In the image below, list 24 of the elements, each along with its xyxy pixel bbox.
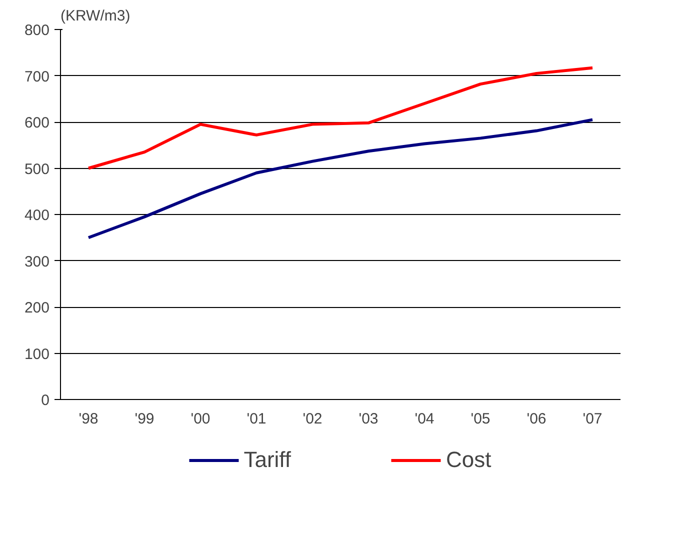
legend-label: Cost bbox=[446, 447, 492, 473]
x-tick-label: '00 bbox=[190, 410, 210, 428]
x-tick-label: '03 bbox=[358, 410, 378, 428]
y-axis-title: (KRW/m3) bbox=[60, 8, 130, 24]
y-tick-label: 600 bbox=[24, 114, 50, 132]
legend-label: Tariff bbox=[244, 447, 292, 473]
y-tick-label: 500 bbox=[24, 160, 50, 178]
x-tick-label: '99 bbox=[134, 410, 154, 428]
y-tick-label: 200 bbox=[24, 300, 50, 316]
x-tick-label: '05 bbox=[470, 410, 490, 428]
x-tick-label: '06 bbox=[526, 410, 546, 428]
line-series bbox=[87, 118, 594, 240]
line-series bbox=[87, 66, 594, 170]
y-tick-label: 0 bbox=[41, 392, 50, 409]
y-tick-label: 300 bbox=[24, 253, 50, 270]
x-tick-label: '07 bbox=[582, 410, 602, 428]
x-tick-label: '01 bbox=[246, 410, 266, 428]
y-tick-label: 700 bbox=[24, 68, 50, 86]
y-tick-label: 100 bbox=[24, 346, 50, 363]
y-tick-label: 800 bbox=[24, 22, 50, 39]
x-tick-label: '98 bbox=[78, 410, 98, 428]
x-tick-label: '02 bbox=[302, 410, 322, 428]
y-tick-label: 400 bbox=[24, 207, 50, 224]
x-tick-label: '04 bbox=[414, 410, 434, 428]
